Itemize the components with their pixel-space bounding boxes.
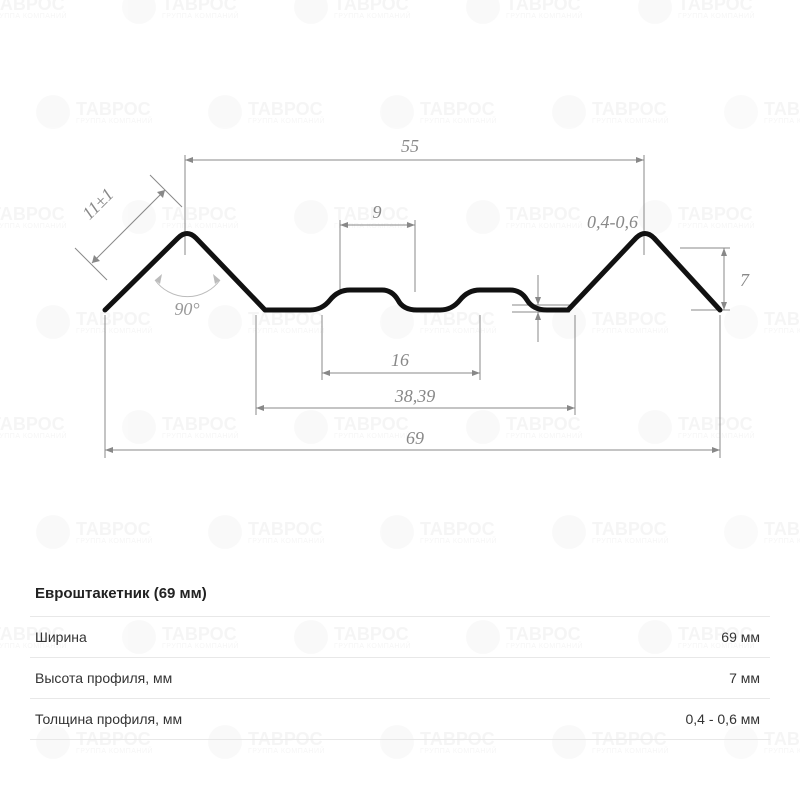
- spec-value: 7 мм: [729, 670, 760, 686]
- dim-thickness: 0,4-0,6: [587, 212, 638, 232]
- spec-row: Высота профиля, мм 7 мм: [30, 657, 770, 698]
- profile-diagram: 55 11±1 90° 9 0,4-0,6 7 16 38,39 69: [40, 100, 760, 470]
- dim-between: 16: [391, 350, 409, 370]
- spec-title: Евроштакетник (69 мм): [30, 575, 770, 616]
- dim-height: 7: [740, 270, 750, 290]
- spec-value: 0,4 - 0,6 мм: [685, 711, 760, 727]
- spec-row: Ширина 69 мм: [30, 616, 770, 657]
- dim-full: 69: [406, 428, 424, 448]
- spec-row: Толщина профиля, мм 0,4 - 0,6 мм: [30, 698, 770, 740]
- spec-value: 69 мм: [721, 629, 760, 645]
- dim-slant: 11±1: [78, 184, 117, 223]
- spec-label: Толщина профиля, мм: [35, 711, 182, 727]
- dim-mid: 38,39: [394, 386, 436, 406]
- dim-bump: 9: [373, 202, 382, 222]
- spec-table: Евроштакетник (69 мм) Ширина 69 мм Высот…: [30, 575, 770, 740]
- dim-top: 55: [401, 136, 419, 156]
- dim-angle: 90°: [174, 299, 199, 319]
- spec-label: Ширина: [35, 629, 87, 645]
- spec-label: Высота профиля, мм: [35, 670, 172, 686]
